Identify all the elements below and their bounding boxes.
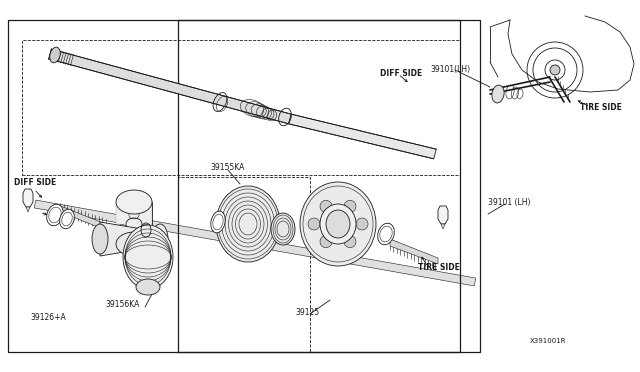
- Ellipse shape: [211, 211, 225, 233]
- Ellipse shape: [152, 224, 168, 254]
- Ellipse shape: [320, 201, 332, 212]
- Polygon shape: [289, 114, 436, 159]
- Text: TIRE SIDE: TIRE SIDE: [418, 263, 460, 272]
- Ellipse shape: [308, 218, 320, 230]
- Ellipse shape: [356, 218, 368, 230]
- Polygon shape: [116, 202, 152, 244]
- Polygon shape: [438, 206, 448, 224]
- Bar: [22, 40, 460, 175]
- Text: DIFF SIDE: DIFF SIDE: [14, 178, 56, 187]
- Polygon shape: [35, 200, 476, 286]
- Polygon shape: [100, 222, 160, 256]
- Text: X391001R: X391001R: [530, 338, 566, 344]
- Ellipse shape: [320, 204, 356, 244]
- Text: 39156KA: 39156KA: [105, 300, 140, 309]
- Ellipse shape: [60, 209, 74, 229]
- Ellipse shape: [492, 85, 504, 103]
- Ellipse shape: [92, 224, 108, 254]
- Ellipse shape: [550, 65, 560, 75]
- Text: 39101 (LH): 39101 (LH): [488, 198, 531, 207]
- Ellipse shape: [136, 279, 160, 295]
- Ellipse shape: [344, 201, 356, 212]
- Ellipse shape: [300, 182, 376, 266]
- Ellipse shape: [116, 232, 152, 256]
- Polygon shape: [441, 224, 445, 229]
- Ellipse shape: [344, 236, 356, 248]
- Ellipse shape: [116, 190, 152, 214]
- Ellipse shape: [378, 223, 394, 245]
- Text: 39155KA: 39155KA: [210, 163, 244, 172]
- Text: TIRE SIDE: TIRE SIDE: [580, 103, 622, 112]
- Text: 39125: 39125: [295, 308, 319, 317]
- Text: DIFF SIDE: DIFF SIDE: [380, 69, 422, 78]
- Bar: [178, 177, 310, 352]
- Bar: [8, 20, 480, 352]
- Ellipse shape: [216, 186, 280, 262]
- Text: 39126+A: 39126+A: [30, 313, 66, 322]
- Bar: [178, 20, 460, 352]
- Ellipse shape: [271, 213, 295, 245]
- Polygon shape: [49, 49, 291, 124]
- Polygon shape: [390, 239, 438, 264]
- Ellipse shape: [326, 210, 350, 238]
- Ellipse shape: [320, 236, 332, 248]
- Polygon shape: [23, 189, 33, 207]
- Ellipse shape: [123, 225, 173, 289]
- Ellipse shape: [47, 204, 63, 226]
- Polygon shape: [58, 205, 108, 231]
- Polygon shape: [26, 207, 30, 212]
- Ellipse shape: [50, 47, 60, 63]
- Text: 39101(LH): 39101(LH): [430, 65, 470, 74]
